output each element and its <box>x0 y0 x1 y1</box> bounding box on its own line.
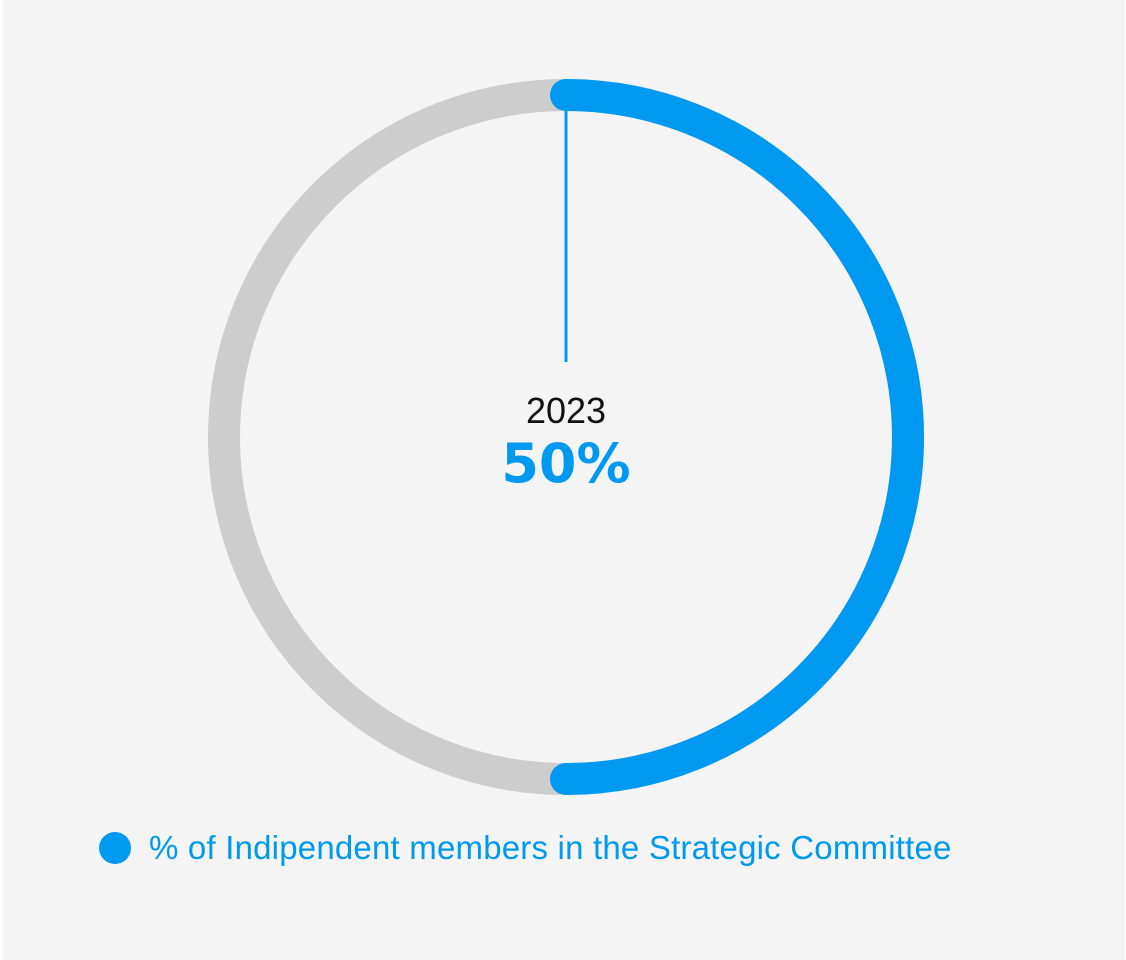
donut-chart: 2023 50% <box>208 79 924 795</box>
center-year-label: 2023 <box>526 390 606 431</box>
legend: % of Indipendent members in the Strategi… <box>99 828 952 868</box>
chart-panel: 2023 50% % of Indipendent members in the… <box>3 0 1125 960</box>
legend-label: % of Indipendent members in the Strategi… <box>149 829 952 866</box>
center-value-label: 50% <box>501 432 630 495</box>
legend-swatch <box>99 832 131 864</box>
donut-value-arc <box>550 79 924 795</box>
